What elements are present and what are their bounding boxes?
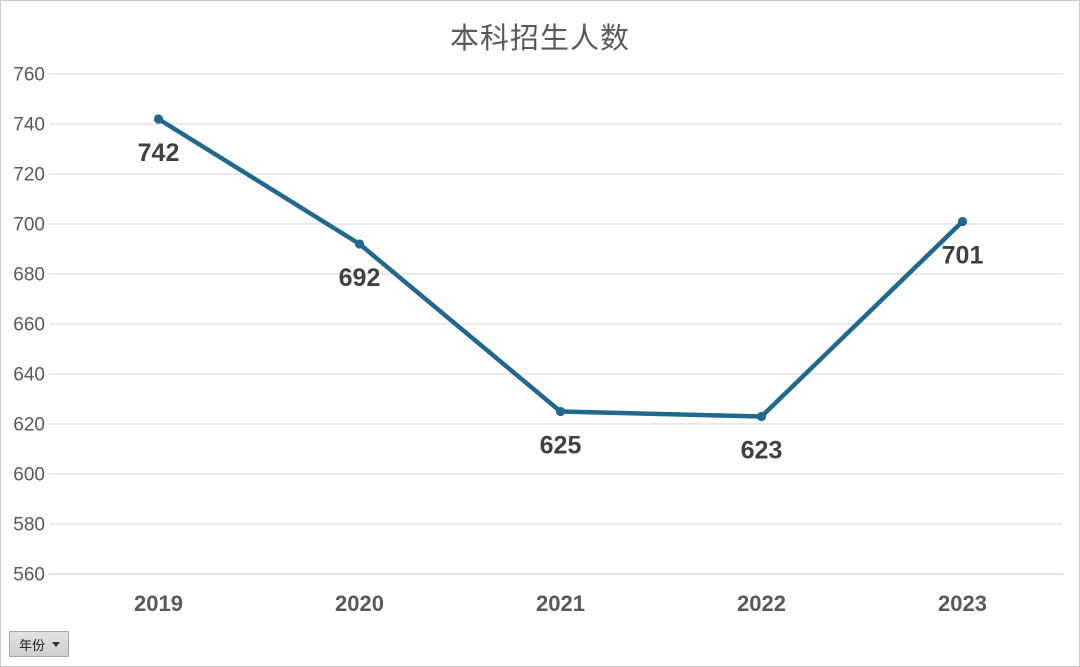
series-line bbox=[156, 116, 965, 419]
y-axis-tick-label: 760 bbox=[13, 65, 45, 86]
data-point-label: 742 bbox=[138, 139, 180, 167]
y-axis-tick-label: 660 bbox=[13, 315, 45, 336]
y-axis-tick-label: 720 bbox=[13, 165, 45, 186]
y-axis-tick-label: 580 bbox=[13, 515, 45, 536]
y-axis-tick-label: 600 bbox=[13, 465, 45, 486]
data-point-marker bbox=[555, 406, 566, 417]
y-axis-tick-label: 560 bbox=[13, 565, 45, 586]
data-point-marker bbox=[354, 239, 365, 249]
x-axis-tick-label: 2020 bbox=[335, 591, 384, 616]
year-filter-button[interactable]: 年份 bbox=[9, 631, 70, 657]
x-axis-tick-label: 2022 bbox=[737, 591, 786, 616]
data-point-marker bbox=[957, 216, 968, 227]
x-axis-tick-label: 2023 bbox=[938, 591, 987, 616]
data-point-label: 692 bbox=[339, 264, 381, 292]
data-point-marker bbox=[153, 114, 164, 124]
data-point-label: 701 bbox=[942, 242, 984, 270]
data-point-marker bbox=[756, 411, 767, 422]
x-axis-tick-label: 2019 bbox=[134, 591, 183, 616]
y-axis-tick-label: 700 bbox=[13, 215, 45, 236]
y-axis-tick-label: 740 bbox=[13, 115, 45, 136]
y-axis-tick-label: 640 bbox=[13, 365, 45, 386]
data-point-label: 623 bbox=[741, 437, 783, 465]
chart-title: 本科招生人数 bbox=[449, 23, 630, 55]
year-filter-label: 年份 bbox=[19, 637, 46, 653]
y-axis-tick-label: 620 bbox=[13, 415, 45, 436]
x-axis-tick-label: 2021 bbox=[536, 591, 585, 616]
chevron-down-icon bbox=[52, 641, 61, 647]
data-point-label: 625 bbox=[540, 432, 582, 460]
y-axis-tick-label: 680 bbox=[13, 265, 45, 286]
